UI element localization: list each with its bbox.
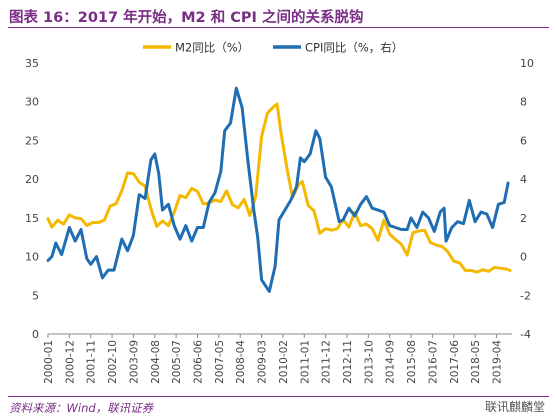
x-tick-label: 2015-08 xyxy=(406,340,418,384)
x-tick-label: 2002-10 xyxy=(107,340,119,384)
x-tick-label: 2007-05 xyxy=(214,340,226,384)
y-left-tick-label: 25 xyxy=(25,134,39,147)
m2-series-line xyxy=(46,102,512,274)
x-tick-label: 2016-07 xyxy=(427,340,439,384)
y-left-tick-label: 0 xyxy=(32,328,39,341)
x-tick-label: 2009-03 xyxy=(257,340,269,384)
source-note: 资料来源：Wind，联讯证券 xyxy=(9,401,154,415)
x-tick-label: 2004-08 xyxy=(150,340,162,384)
y-left-tick-label: 30 xyxy=(25,96,39,109)
y-left-tick-label: 20 xyxy=(25,173,39,186)
y-right-tick-label: 0 xyxy=(520,251,527,264)
y-right-tick-label: 4 xyxy=(520,173,527,186)
x-tick-label: 2010-02 xyxy=(278,340,290,384)
y-right-tick-label: 6 xyxy=(520,134,527,147)
y-right-tick-label: 10 xyxy=(520,57,534,70)
y-left-tick-label: 5 xyxy=(32,289,39,302)
y-right-tick-label: -4 xyxy=(520,328,531,341)
watermark-text: 联讯麒麟堂 xyxy=(484,400,545,414)
x-tick-label: 2003-09 xyxy=(128,340,140,384)
x-tick-label: 2013-10 xyxy=(363,340,375,384)
cpi-series-line xyxy=(46,86,510,293)
axes: 0 5 10 15 20 25 30 35 -4 -2 0 2 4 6 8 10 2000-01 2000-12 2… xyxy=(25,57,534,384)
x-tick-label: 2012-11 xyxy=(342,340,354,384)
x-tick-label: 2001-11 xyxy=(86,340,98,384)
x-tick-label: 2019-04 xyxy=(491,340,503,384)
y-left-tick-label: 35 xyxy=(25,57,39,70)
x-tick-label: 2014-09 xyxy=(385,340,397,384)
x-tick-label: 2018-05 xyxy=(470,340,482,384)
figure-title: 图表 16：2017 年开始，M2 和 CPI 之间的关系脱钩 xyxy=(9,10,364,26)
x-tick-label: 2011-12 xyxy=(321,340,333,384)
x-tick-label: 2006-06 xyxy=(192,340,204,384)
y-right-tick-label: 8 xyxy=(520,96,527,109)
x-tick-label: 2017-06 xyxy=(449,340,461,384)
legend-m2-label: M2同比（%） xyxy=(175,41,249,55)
y-left-tick-label: 15 xyxy=(25,212,39,225)
x-tick-label: 2008-04 xyxy=(235,340,247,384)
x-tick-label: 2011-01 xyxy=(299,340,311,384)
title-divider xyxy=(8,27,549,28)
y-right-tick-label: 2 xyxy=(520,212,527,225)
legend: M2同比（%） CPI同比（%，右） xyxy=(143,41,403,55)
x-tick-label: 2000-01 xyxy=(43,340,55,384)
x-tick-label: 2000-12 xyxy=(64,340,76,384)
legend-cpi-label: CPI同比（%，右） xyxy=(305,41,403,55)
series-lines xyxy=(46,86,512,293)
x-tick-label: 2005-07 xyxy=(171,340,183,384)
footer-divider xyxy=(8,396,549,397)
y-right-tick-label: -2 xyxy=(520,289,531,302)
y-left-tick-label: 10 xyxy=(25,251,39,264)
